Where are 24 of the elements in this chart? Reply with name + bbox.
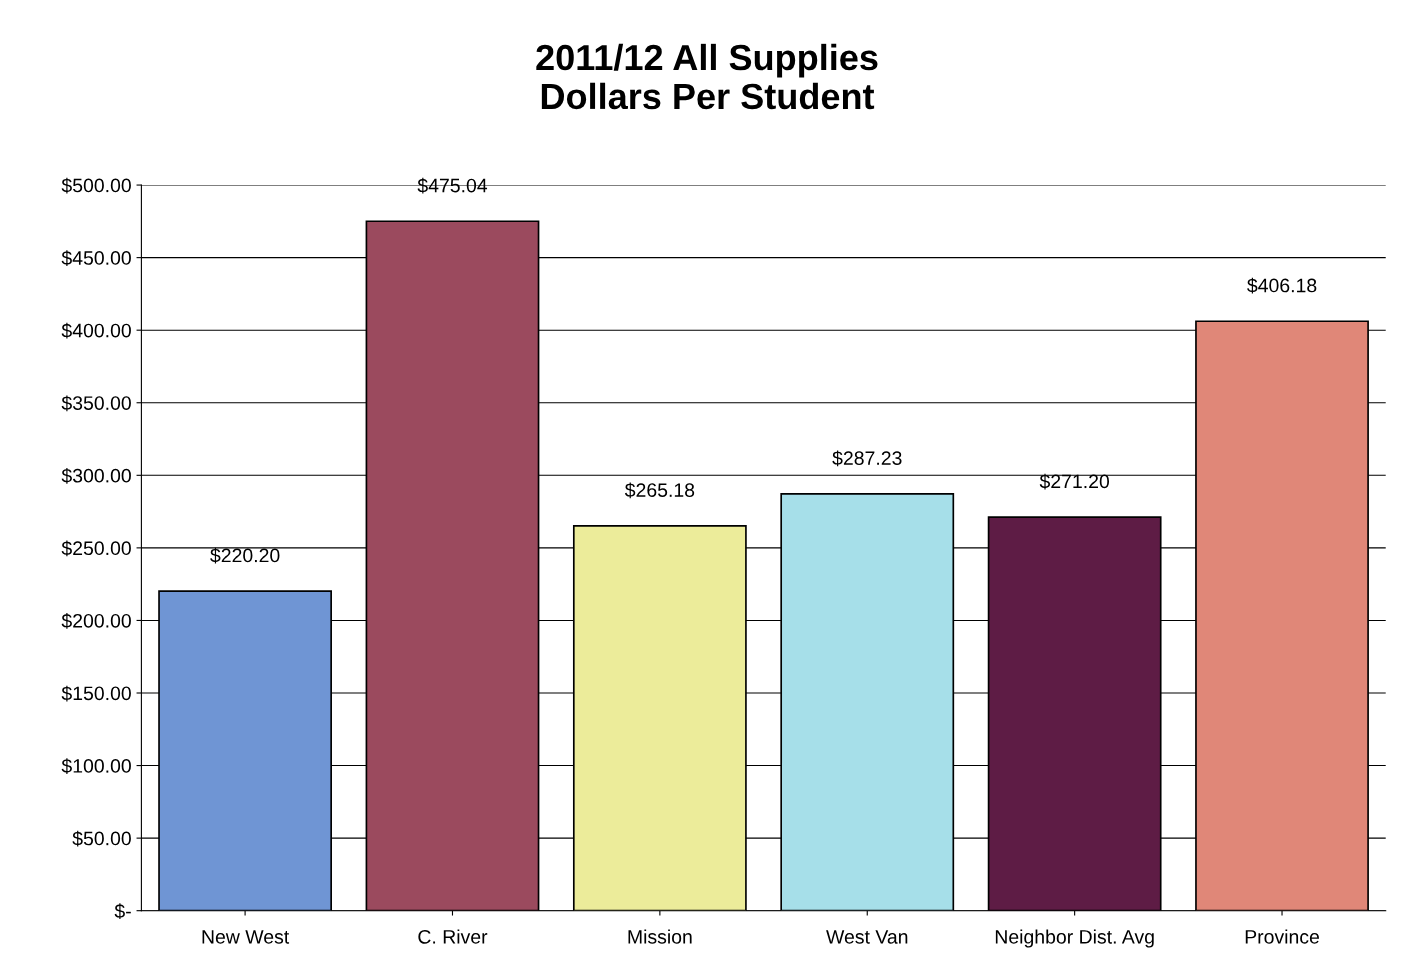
y-tick-label: $350.00 [61, 395, 131, 412]
data-label: $287.23 [832, 450, 902, 467]
x-tick-label: Neighbor Dist. Avg [995, 929, 1154, 948]
y-tick-label: $200.00 [61, 613, 131, 629]
chart-title: 2011/12 All Supplies Dollars Per Student [536, 43, 878, 110]
data-label: $271.20 [1039, 473, 1110, 490]
y-tick-label: $500.00 [61, 177, 131, 194]
x-tick-label: New West [202, 930, 290, 944]
x-tick-label: C. River [418, 929, 488, 944]
data-label: $265.18 [624, 482, 695, 499]
x-tick-label: Mission [628, 929, 692, 944]
x-tick-label: Province [1245, 929, 1319, 944]
y-tick-label: $400.00 [61, 322, 131, 339]
y-tick-label: $- [114, 903, 131, 920]
y-tick-label: $50.00 [72, 830, 131, 847]
y-tick-label: $300.00 [61, 467, 131, 484]
data-label: $220.20 [210, 547, 280, 564]
data-label: $475.04 [417, 177, 488, 194]
y-tick-label: $250.00 [61, 540, 131, 557]
data-label: $406.18 [1247, 277, 1317, 294]
y-tick-label: $450.00 [61, 250, 131, 267]
y-tick-label: $150.00 [61, 685, 131, 702]
y-tick-label: $100.00 [61, 758, 131, 774]
x-tick-label: West Van [826, 930, 908, 944]
